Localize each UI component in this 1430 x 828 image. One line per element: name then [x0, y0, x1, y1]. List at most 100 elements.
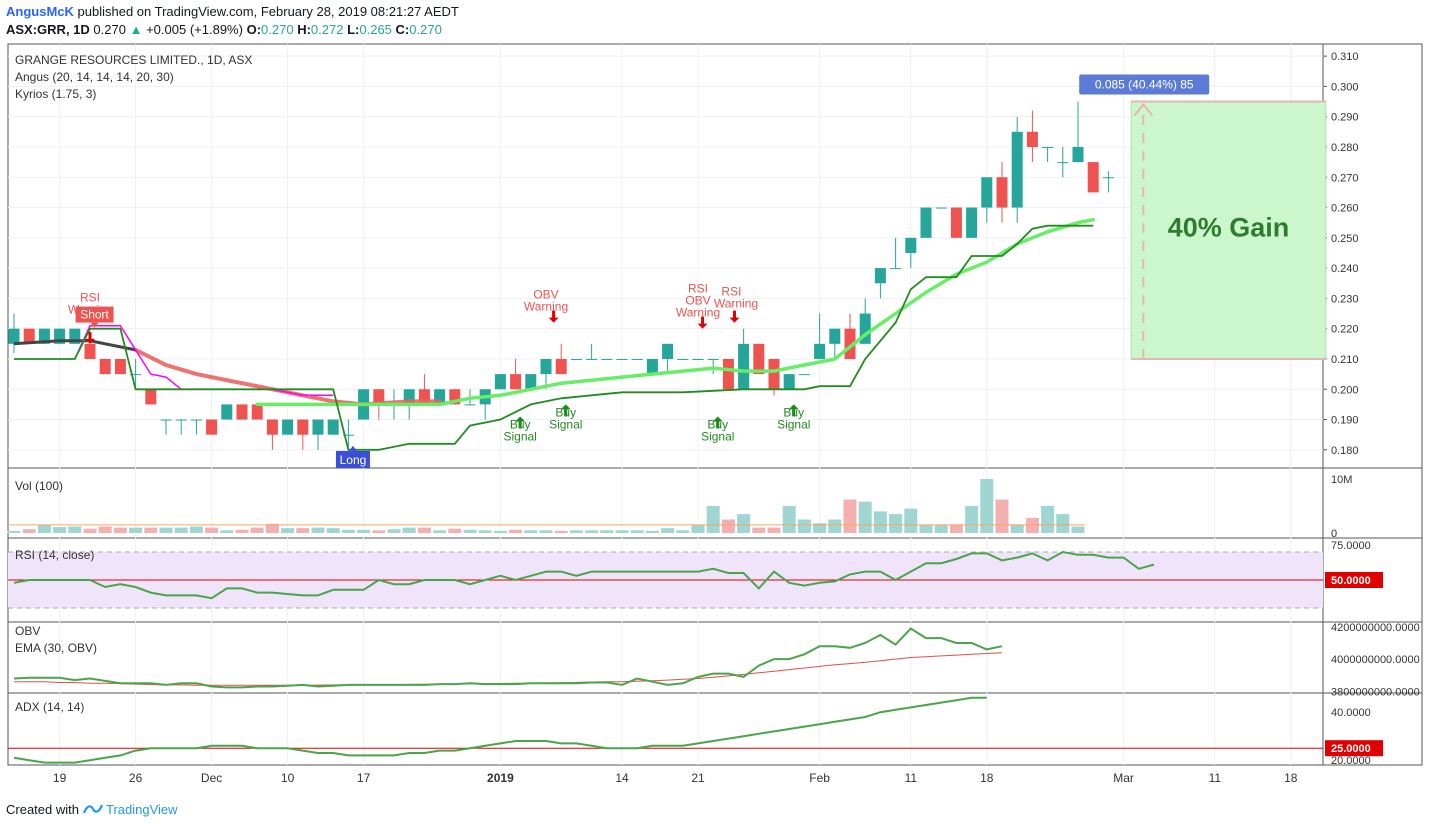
- x-tick-label: 11: [1209, 771, 1222, 785]
- obv-y-tick-label: 4000000000.0000: [1331, 654, 1420, 666]
- candle-body: [935, 207, 947, 209]
- volume-bar: [341, 529, 355, 533]
- candle-body: [1102, 177, 1114, 179]
- candle-body: [464, 404, 476, 406]
- volume-bar: [524, 530, 538, 533]
- volume-bar: [265, 523, 279, 533]
- volume-bar: [904, 508, 918, 533]
- x-tick-label: 2019: [487, 771, 514, 785]
- open-value: 0.270: [261, 22, 294, 37]
- candle-body: [768, 358, 780, 390]
- volume-bar: [174, 527, 188, 533]
- y-tick-label: 0.240: [1331, 263, 1359, 275]
- tradingview-brand[interactable]: TradingView: [106, 802, 178, 817]
- candle-body: [555, 358, 567, 375]
- candle-body: [494, 374, 506, 390]
- volume-bar: [919, 524, 933, 533]
- volume-bar: [509, 529, 523, 533]
- volume-bar: [782, 506, 796, 533]
- indicator-legend-kyrios: Kyrios (1.75, 3): [15, 87, 96, 101]
- short-label: Short: [80, 308, 109, 322]
- candle-body: [540, 358, 552, 375]
- volume-bar: [949, 524, 963, 533]
- tradingview-logo-icon: [82, 802, 106, 817]
- candle-body: [160, 419, 172, 421]
- buy-arrow-icon: [712, 416, 723, 429]
- high-value: 0.272: [310, 22, 344, 37]
- volume-bar: [220, 530, 234, 533]
- candle-body: [570, 358, 582, 360]
- footer: Created with TradingView: [6, 802, 178, 817]
- candle-body: [844, 328, 856, 359]
- volume-bar: [554, 530, 568, 533]
- y-tick-label: 0.200: [1331, 384, 1359, 396]
- short-label-box: [75, 306, 114, 323]
- volume-bar: [493, 530, 507, 533]
- candle-body: [966, 207, 978, 238]
- x-tick-label: Dec: [201, 771, 222, 785]
- obv-ema-line: [14, 652, 1003, 686]
- volume-bar: [205, 527, 219, 533]
- volume-bar: [402, 527, 416, 533]
- volume-bar: [737, 514, 751, 533]
- signal-annotation: Warning: [524, 300, 568, 314]
- y-tick-label: 0.250: [1331, 233, 1359, 245]
- candle-body: [312, 419, 324, 435]
- volume-bar: [828, 519, 842, 533]
- signal-annotation: Signal: [503, 430, 536, 444]
- x-tick-label: 18: [980, 771, 994, 785]
- candle-body: [920, 207, 932, 238]
- author-link[interactable]: AngusMcK: [6, 4, 74, 19]
- volume-bar: [980, 479, 994, 533]
- y-tick-label: 0.220: [1331, 324, 1359, 336]
- candle-body: [631, 358, 643, 360]
- volume-bar: [357, 529, 371, 533]
- volume-bar: [22, 529, 36, 533]
- volume-bar: [858, 501, 872, 533]
- candle-body: [114, 358, 126, 375]
- signal-annotation: Buy: [555, 406, 576, 420]
- measure-label-box: [1079, 74, 1210, 95]
- candle-body: [145, 389, 157, 405]
- x-tick-label: 17: [357, 771, 371, 785]
- obv-ema-legend: EMA (30, OBV): [15, 641, 97, 655]
- candle-body: [23, 328, 35, 344]
- volume-bar: [585, 530, 599, 533]
- candle-body: [510, 374, 522, 390]
- candle-body: [8, 328, 20, 344]
- candle-body: [874, 268, 886, 284]
- volume-bar: [83, 528, 97, 533]
- candle-body: [601, 358, 613, 360]
- sell-arrow-icon: [697, 316, 708, 329]
- vol-y-tick-label: 10M: [1331, 474, 1352, 486]
- x-tick-label: 10: [281, 771, 295, 785]
- buy-arrow-icon: [788, 404, 799, 417]
- volume-bar: [661, 528, 675, 533]
- signal-annotation: Buy: [783, 406, 804, 420]
- candle-body: [418, 389, 430, 405]
- rsi-title: RSI (14, close): [15, 548, 94, 562]
- volume-bar: [281, 528, 295, 533]
- candle-body: [54, 328, 66, 344]
- measure-label: 0.085 (40.44%) 85: [1095, 78, 1194, 92]
- buy-arrow-icon: [515, 416, 526, 429]
- y-tick-label: 0.290: [1331, 112, 1359, 124]
- candle-body: [266, 419, 278, 435]
- candle-body: [814, 343, 826, 359]
- y-tick-label: 0.310: [1331, 51, 1359, 63]
- y-tick-label: 0.280: [1331, 142, 1359, 154]
- candle-body: [190, 419, 202, 421]
- candle-body: [84, 343, 96, 359]
- candle-body: [890, 268, 902, 270]
- open-label: O:: [246, 22, 262, 37]
- candle-body: [434, 389, 446, 405]
- volume-bar: [68, 526, 82, 533]
- candle-body: [950, 207, 962, 238]
- candle-body: [206, 419, 218, 435]
- volume-bar: [433, 530, 447, 533]
- candle-body: [677, 358, 689, 360]
- candle-body: [221, 404, 233, 420]
- signal-annotation: OBV: [533, 287, 558, 301]
- volume-bar: [721, 519, 735, 533]
